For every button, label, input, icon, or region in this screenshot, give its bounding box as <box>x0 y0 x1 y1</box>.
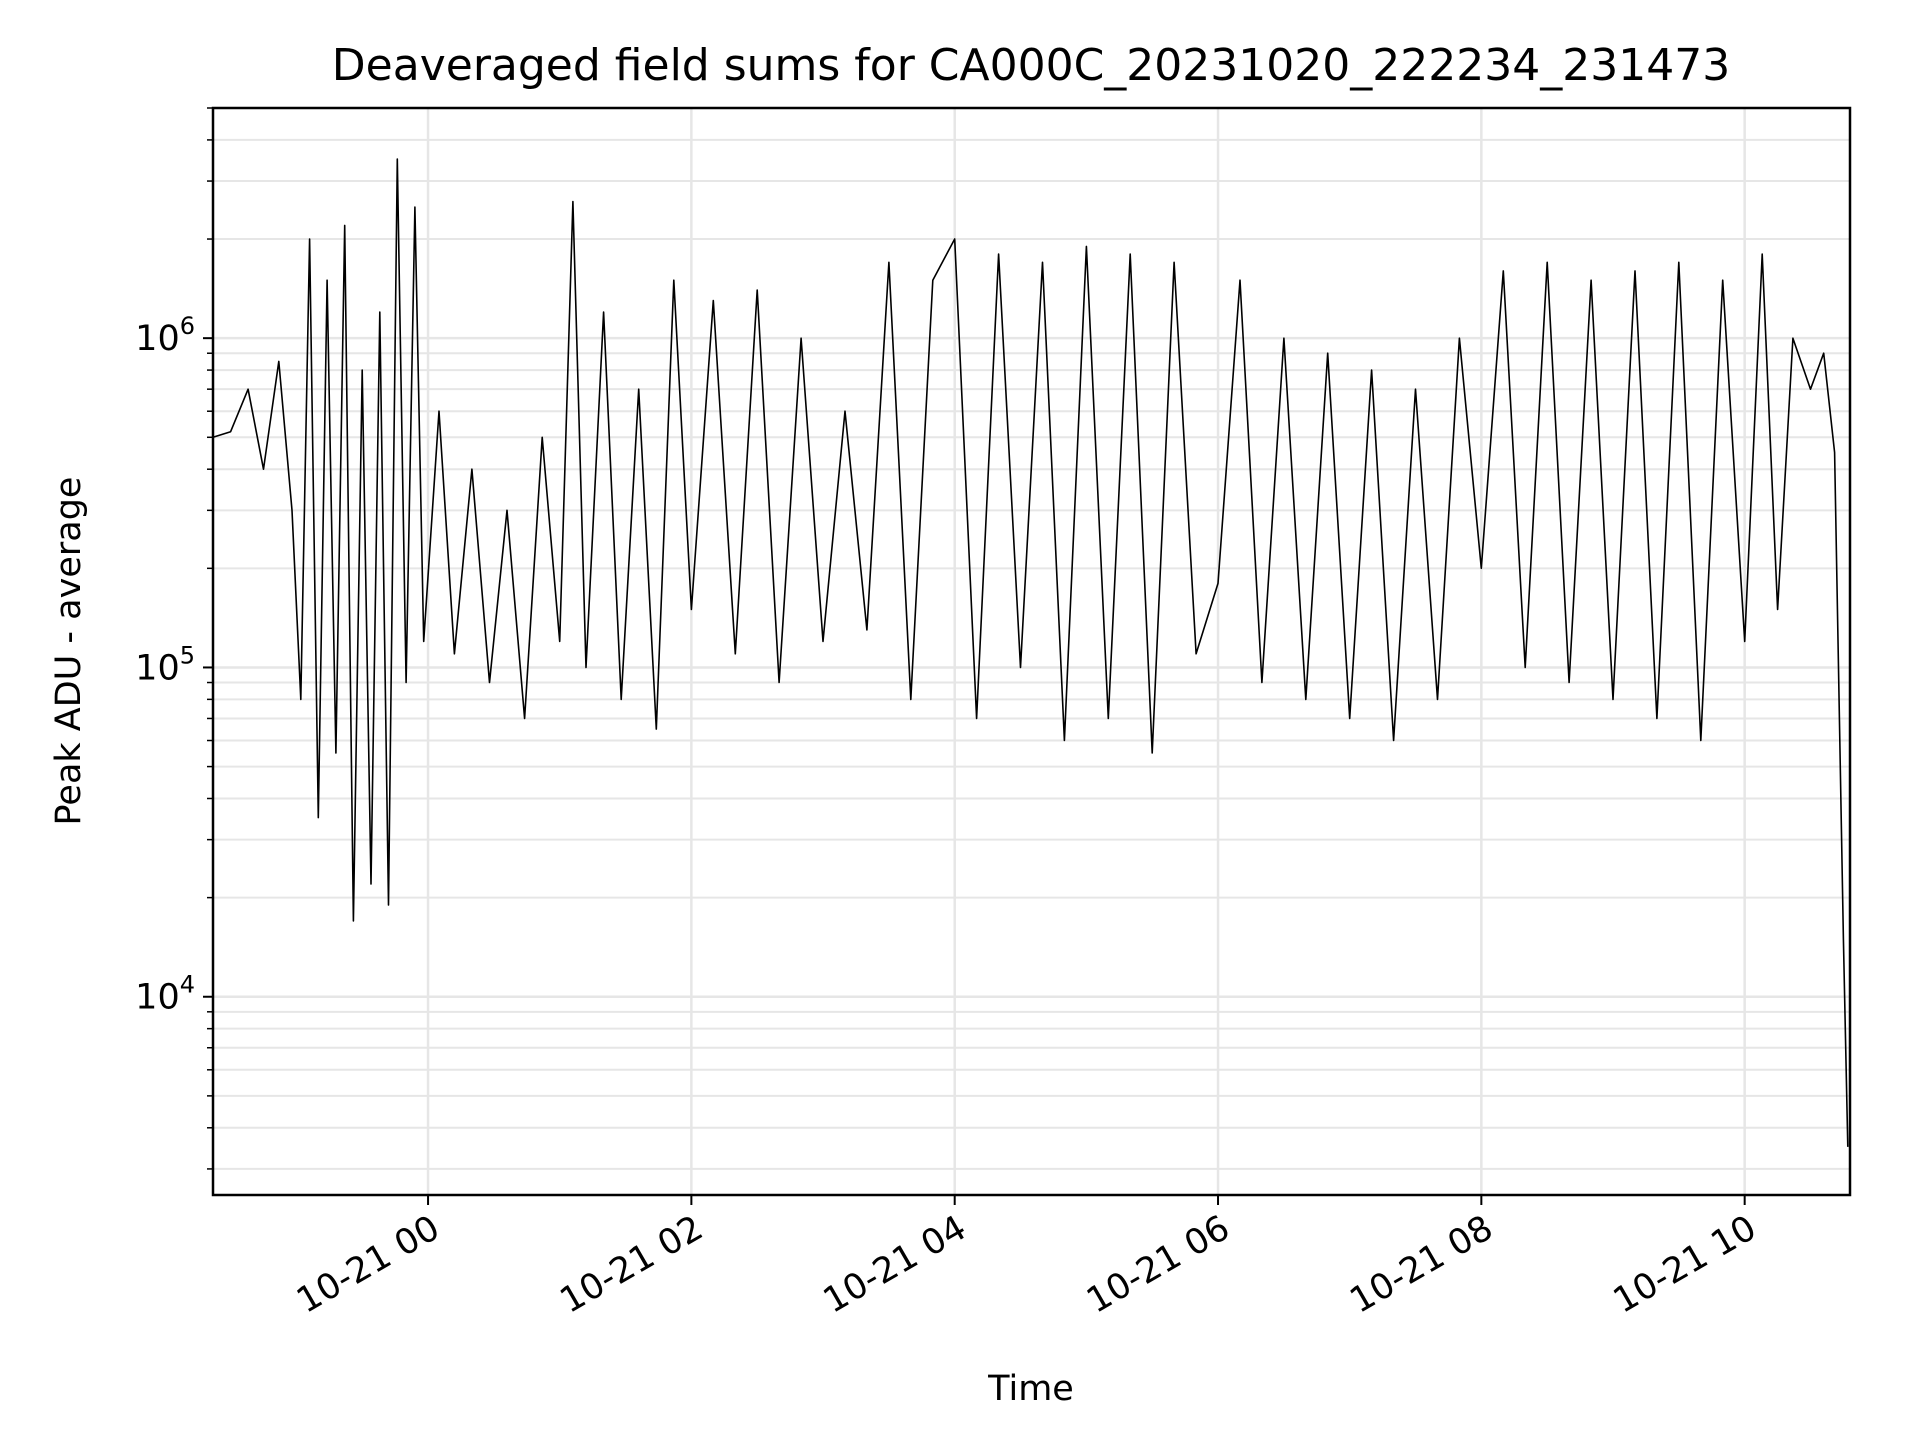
chart-title: Deaveraged field sums for CA000C_2023102… <box>332 40 1730 91</box>
y-tick-label: 104 <box>135 971 195 1018</box>
x-axis-label: Time <box>987 1369 1074 1409</box>
y-tick-label: 105 <box>135 641 195 688</box>
series-line <box>212 158 1849 1147</box>
plot-frame <box>211 106 1852 1197</box>
y-axis-ticks: 104 105 106 <box>135 107 213 1170</box>
y-axis-label: Peak ADU - average <box>49 477 89 826</box>
plot-area <box>212 158 1849 1147</box>
y-tick-label: 106 <box>135 312 195 359</box>
grid-lines <box>213 107 1850 1195</box>
